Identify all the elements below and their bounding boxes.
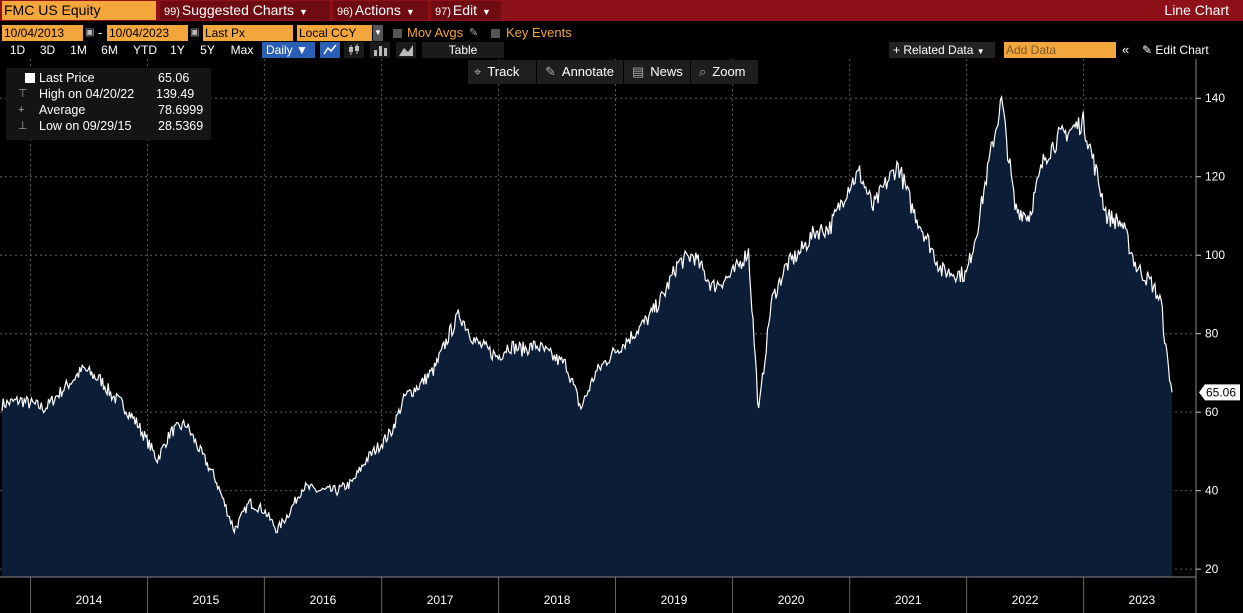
x-tick-label: 2015 bbox=[193, 593, 220, 607]
x-tick-label: 2017 bbox=[427, 593, 454, 607]
caret-down-icon: ▼ bbox=[405, 7, 415, 17]
y-tick-label: 60 bbox=[1205, 405, 1219, 419]
frequency-select[interactable]: Daily ▼ bbox=[262, 42, 315, 58]
toolbar-divider bbox=[536, 60, 537, 84]
last-value-tag bbox=[1199, 384, 1240, 401]
start-date-field[interactable]: 10/04/2013 bbox=[2, 25, 83, 41]
add-data-input[interactable]: Add Data bbox=[1004, 42, 1116, 58]
range-ytd[interactable]: YTD bbox=[133, 43, 157, 57]
x-tick-label: 2014 bbox=[76, 593, 103, 607]
actions-menu[interactable]: 96) Actions ▼ bbox=[333, 1, 428, 20]
edit-chart-button[interactable]: ✎ Edit Chart bbox=[1142, 43, 1209, 57]
last-value-label: 65.06 bbox=[1206, 385, 1236, 399]
x-tick-label: 2019 bbox=[661, 593, 688, 607]
edit-menu[interactable]: 97) Edit ▼ bbox=[431, 1, 501, 20]
related-data-button[interactable]: + Related Data ▼ bbox=[889, 42, 995, 58]
range-max[interactable]: Max bbox=[230, 43, 254, 57]
range-3d[interactable]: 3D bbox=[39, 43, 56, 57]
series-swatch bbox=[25, 73, 35, 83]
magnifier-icon: ⌕ bbox=[699, 64, 707, 79]
news-tool[interactable]: ▤ News bbox=[632, 64, 683, 79]
x-tick-label: 2022 bbox=[1012, 593, 1039, 607]
legend-box: Last Price 65.06 ⊤ High on 04/20/22 139.… bbox=[6, 68, 211, 140]
range-5y[interactable]: 5Y bbox=[200, 43, 215, 57]
y-tick-label: 40 bbox=[1205, 484, 1219, 498]
header-bar: FMC US Equity 99) Suggested Charts ▼ 96) Ac… bbox=[0, 0, 1243, 21]
mov-avgs-label[interactable]: Mov Avgs bbox=[407, 25, 464, 40]
news-icon: ▤ bbox=[632, 64, 645, 79]
price-line bbox=[1, 94, 1173, 535]
legend-high: ⊤ High on 04/20/22 139.49 bbox=[18, 87, 195, 101]
mountain-chart-icon[interactable] bbox=[396, 42, 416, 58]
high-marker-icon: ⊤ bbox=[18, 88, 28, 100]
y-tick-label: 100 bbox=[1205, 248, 1225, 262]
range-row: 1D 3D 1M 6M YTD 1Y 5Y Max Daily ▼ Table … bbox=[0, 42, 1243, 59]
collapse-chevron-icon[interactable]: « bbox=[1122, 42, 1130, 57]
end-date-field[interactable]: 10/04/2023 bbox=[107, 25, 188, 41]
x-tick-label: 2023 bbox=[1129, 593, 1156, 607]
low-marker-icon: ⊥ bbox=[18, 120, 28, 132]
legend-average: + Average 78.6999 bbox=[18, 103, 204, 117]
price-chart[interactable]: 20 40 60 80 100 120 140 2014 2015 2016 2017 2018 201… bbox=[0, 59, 1243, 613]
calendar-icon[interactable]: ▣ bbox=[190, 27, 200, 38]
range-1m[interactable]: 1M bbox=[70, 43, 87, 57]
chart-type-title: Line Chart bbox=[1164, 2, 1229, 18]
line-chart-icon[interactable] bbox=[320, 42, 340, 58]
zoom-tool[interactable]: ⌕ Zoom bbox=[699, 64, 746, 79]
toolbar-divider bbox=[690, 60, 691, 84]
suggested-charts-label: Suggested Charts bbox=[181, 2, 294, 18]
y-tick-label: 20 bbox=[1205, 562, 1219, 576]
y-tick-label: 120 bbox=[1205, 170, 1225, 184]
ticker-field[interactable]: FMC US Equity bbox=[2, 1, 156, 20]
caret-down-icon: ▼ bbox=[482, 7, 491, 17]
bar-chart-icon[interactable] bbox=[370, 42, 390, 58]
legend-last-price[interactable]: Last Price 65.06 bbox=[6, 70, 211, 86]
key-events-label[interactable]: Key Events bbox=[506, 25, 572, 40]
candle-chart-icon[interactable] bbox=[344, 42, 364, 58]
caret-down-icon: ▼ bbox=[298, 7, 308, 17]
suggested-charts-menu[interactable]: 99) Suggested Charts ▼ bbox=[160, 1, 330, 20]
key-events-checkbox[interactable] bbox=[491, 29, 500, 38]
x-tick-label: 2018 bbox=[544, 593, 571, 607]
range-6m[interactable]: 6M bbox=[101, 43, 118, 57]
table-button[interactable]: Table bbox=[422, 42, 504, 58]
crosshair-icon: ⌖ bbox=[474, 64, 482, 79]
chart-axes: 20 40 60 80 100 120 140 2014 2015 2016 2017 2018 201… bbox=[0, 59, 1240, 613]
legend-low: ⊥ Low on 09/29/15 28.5369 bbox=[18, 119, 204, 133]
annotate-tool[interactable]: ✎ Annotate bbox=[545, 64, 614, 79]
price-field-select[interactable]: Last Px bbox=[203, 25, 293, 41]
track-tool[interactable]: ⌖ Track bbox=[474, 64, 520, 79]
caret-down-icon: ▼ bbox=[976, 47, 985, 56]
y-tick-label: 140 bbox=[1205, 91, 1225, 105]
calendar-icon[interactable]: ▣ bbox=[85, 27, 95, 38]
annotate-icon: ✎ bbox=[545, 64, 556, 79]
x-tick-label: 2016 bbox=[310, 593, 337, 607]
y-tick-label: 80 bbox=[1205, 327, 1219, 341]
mov-avgs-checkbox[interactable] bbox=[393, 29, 402, 38]
settings-row: 10/04/2013 ▣ - 10/04/2023 ▣ Last Px Loca… bbox=[0, 24, 1243, 42]
pencil-icon[interactable]: ✎ bbox=[469, 27, 479, 39]
date-separator: - bbox=[98, 25, 103, 40]
chart-toolbar: ⌖ Track ✎ Annotate ▤ News ⌕ Zoom bbox=[468, 60, 758, 84]
currency-select[interactable]: Local CCY bbox=[297, 25, 372, 41]
x-tick-label: 2020 bbox=[778, 593, 805, 607]
price-area-fill bbox=[2, 97, 1172, 577]
currency-dropdown-icon[interactable]: ▼ bbox=[373, 25, 383, 41]
caret-down-icon: ▼ bbox=[296, 43, 308, 57]
average-marker-icon: + bbox=[18, 104, 25, 116]
range-1d[interactable]: 1D bbox=[9, 43, 26, 57]
range-1y[interactable]: 1Y bbox=[170, 43, 185, 57]
toolbar-divider bbox=[623, 60, 624, 84]
x-tick-label: 2021 bbox=[895, 593, 922, 607]
edit-label: Edit bbox=[452, 2, 478, 18]
actions-label: Actions bbox=[354, 2, 401, 18]
